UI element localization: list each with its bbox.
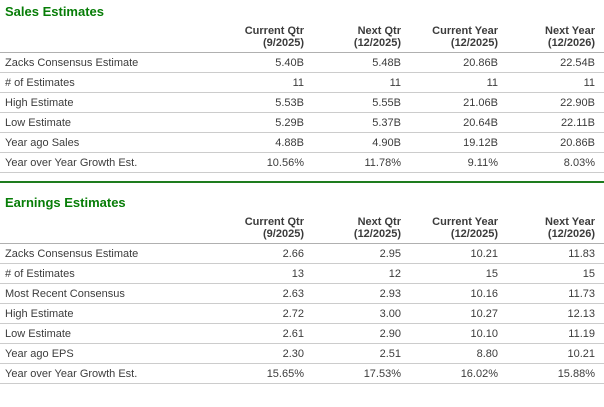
table-row: Most Recent Consensus 2.63 2.93 10.16 11.73 [0, 283, 604, 304]
table-row: Low Estimate 5.29B 5.37B 20.64B 22.11B [0, 112, 604, 133]
row-label: # of Estimates [0, 263, 216, 284]
column-header: Next Year (12/2026) [507, 25, 604, 53]
value-cell: 2.30 [216, 343, 313, 364]
value-cell: 10.27 [410, 303, 507, 324]
table-row: Year ago Sales 4.88B 4.90B 19.12B 20.86B [0, 132, 604, 153]
value-cell: 11.83 [507, 243, 604, 264]
row-label: Zacks Consensus Estimate [0, 52, 216, 73]
value-cell: 2.72 [216, 303, 313, 324]
value-cell: 11.19 [507, 323, 604, 344]
value-cell: 15.88% [507, 363, 604, 384]
value-cell: 11.78% [313, 152, 410, 173]
value-cell: 11 [410, 72, 507, 93]
column-header: Current Qtr (9/2025) [216, 25, 313, 53]
value-cell: 10.21 [507, 343, 604, 364]
row-label: Most Recent Consensus [0, 283, 216, 304]
value-cell: 8.03% [507, 152, 604, 173]
value-cell: 19.12B [410, 132, 507, 153]
value-cell: 21.06B [410, 92, 507, 113]
row-label: Low Estimate [0, 323, 216, 344]
value-cell: 11 [507, 72, 604, 93]
value-cell: 2.51 [313, 343, 410, 364]
value-cell: 11 [313, 72, 410, 93]
row-label: Low Estimate [0, 112, 216, 133]
value-cell: 15 [410, 263, 507, 284]
value-cell: 15 [507, 263, 604, 284]
value-cell: 10.56% [216, 152, 313, 173]
value-cell: 8.80 [410, 343, 507, 364]
value-cell: 20.86B [410, 52, 507, 73]
value-cell: 2.90 [313, 323, 410, 344]
row-label: Zacks Consensus Estimate [0, 243, 216, 264]
value-cell: 22.90B [507, 92, 604, 113]
sales-estimates-table: Current Qtr (9/2025) Next Qtr (12/2025) Curr… [0, 25, 604, 173]
row-label: High Estimate [0, 303, 216, 324]
value-cell: 2.95 [313, 243, 410, 264]
row-label: Year ago Sales [0, 132, 216, 153]
value-cell: 5.40B [216, 52, 313, 73]
value-cell: 2.93 [313, 283, 410, 304]
section-title: Earnings Estimates [5, 195, 126, 210]
value-cell: 3.00 [313, 303, 410, 324]
value-cell: 5.48B [313, 52, 410, 73]
table-row: Low Estimate 2.61 2.90 10.10 11.19 [0, 323, 604, 344]
row-label: Year over Year Growth Est. [0, 363, 216, 384]
table-row: Year ago EPS 2.30 2.51 8.80 10.21 [0, 343, 604, 364]
table-row: Year over Year Growth Est. 10.56% 11.78% 9.… [0, 152, 604, 173]
value-cell: 12.13 [507, 303, 604, 324]
value-cell: 20.86B [507, 132, 604, 153]
value-cell: 5.29B [216, 112, 313, 133]
value-cell: 22.54B [507, 52, 604, 73]
column-header: Current Year (12/2025) [410, 25, 507, 53]
value-cell: 20.64B [410, 112, 507, 133]
row-label: Year over Year Growth Est. [0, 152, 216, 173]
sales-estimates-section: Sales Estimates Current Qtr (9/2025) Next … [0, 4, 604, 173]
value-cell: 10.16 [410, 283, 507, 304]
row-label-header [0, 25, 216, 53]
column-header: Next Qtr (12/2025) [313, 216, 410, 244]
row-label: High Estimate [0, 92, 216, 113]
value-cell: 5.53B [216, 92, 313, 113]
row-label: Year ago EPS [0, 343, 216, 364]
header-row: Current Qtr (9/2025) Next Qtr (12/2025) Curr… [0, 25, 604, 53]
value-cell: 22.11B [507, 112, 604, 133]
value-cell: 4.90B [313, 132, 410, 153]
table-row: Zacks Consensus Estimate 5.40B 5.48B 20.86B… [0, 52, 604, 73]
value-cell: 10.21 [410, 243, 507, 264]
value-cell: 4.88B [216, 132, 313, 153]
row-label-header [0, 216, 216, 244]
value-cell: 11.73 [507, 283, 604, 304]
table-row: Year over Year Growth Est. 15.65% 17.53% 16… [0, 363, 604, 384]
value-cell: 16.02% [410, 363, 507, 384]
column-header: Next Year (12/2026) [507, 216, 604, 244]
column-header: Current Qtr (9/2025) [216, 216, 313, 244]
value-cell: 12 [313, 263, 410, 284]
value-cell: 2.66 [216, 243, 313, 264]
table-row: High Estimate 5.53B 5.55B 21.06B 22.90B [0, 92, 604, 113]
section-title: Sales Estimates [5, 4, 105, 19]
earnings-estimates-section: Earnings Estimates Current Qtr (9/2025) Ne… [0, 195, 604, 384]
value-cell: 2.61 [216, 323, 313, 344]
value-cell: 5.37B [313, 112, 410, 133]
column-header: Current Year (12/2025) [410, 216, 507, 244]
section-divider [0, 181, 604, 183]
column-header: Next Qtr (12/2025) [313, 25, 410, 53]
value-cell: 17.53% [313, 363, 410, 384]
table-row: High Estimate 2.72 3.00 10.27 12.13 [0, 303, 604, 324]
table-row: Zacks Consensus Estimate 2.66 2.95 10.21 11.… [0, 243, 604, 264]
value-cell: 13 [216, 263, 313, 284]
earnings-estimates-table: Current Qtr (9/2025) Next Qtr (12/2025) Curr… [0, 216, 604, 384]
value-cell: 10.10 [410, 323, 507, 344]
value-cell: 5.55B [313, 92, 410, 113]
value-cell: 11 [216, 72, 313, 93]
value-cell: 15.65% [216, 363, 313, 384]
value-cell: 2.63 [216, 283, 313, 304]
row-label: # of Estimates [0, 72, 216, 93]
table-row: # of Estimates 11 11 11 11 [0, 72, 604, 93]
table-row: # of Estimates 13 12 15 15 [0, 263, 604, 284]
value-cell: 9.11% [410, 152, 507, 173]
header-row: Current Qtr (9/2025) Next Qtr (12/2025) Curr… [0, 216, 604, 244]
